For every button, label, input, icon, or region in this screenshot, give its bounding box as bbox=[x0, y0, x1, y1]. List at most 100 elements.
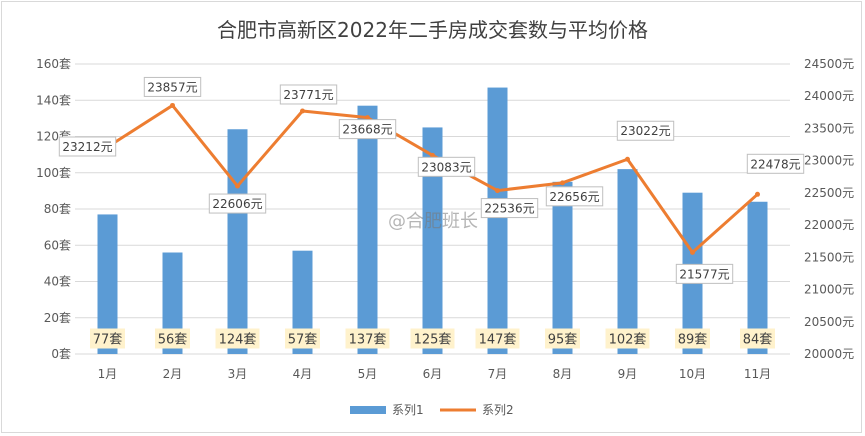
line-data-label: 23022元 bbox=[620, 124, 670, 138]
x-tick-label: 7月 bbox=[488, 367, 508, 381]
bar-label-bg bbox=[740, 328, 775, 349]
line-label-box bbox=[208, 193, 267, 214]
legend-label: 系列1 bbox=[392, 403, 424, 417]
line-data-label: 23212元 bbox=[62, 140, 112, 154]
bar-data-label: 147套 bbox=[479, 332, 517, 348]
line-data-label: 22478元 bbox=[750, 157, 800, 171]
watermark-text: @合肥班长 bbox=[388, 211, 478, 232]
x-tick-label: 6月 bbox=[423, 367, 443, 381]
bar-label-bg bbox=[675, 328, 710, 349]
bar bbox=[487, 87, 508, 354]
legend-swatch-bar bbox=[350, 406, 386, 414]
right-tick-label: 23500元 bbox=[804, 121, 854, 135]
legend-label: 系列2 bbox=[482, 403, 514, 417]
bar bbox=[227, 129, 248, 354]
bar-label-bg bbox=[605, 328, 650, 349]
line-label-box bbox=[616, 120, 675, 141]
right-tick-label: 21500元 bbox=[804, 250, 854, 264]
line-data-label: 23771元 bbox=[283, 88, 333, 102]
bar-label-bg bbox=[90, 328, 125, 349]
right-tick-label: 22500元 bbox=[804, 186, 854, 200]
line-data-label: 23083元 bbox=[421, 160, 471, 174]
line-label-box bbox=[480, 198, 539, 219]
right-axis: 20000元 20500元 21000元 21500元 22000元 22500元 2300… bbox=[804, 57, 854, 361]
right-tick-label: 24000元 bbox=[804, 89, 854, 103]
bar bbox=[292, 250, 313, 354]
x-tick-label: 11月 bbox=[744, 367, 771, 381]
line-point bbox=[495, 188, 500, 194]
bar-data-label: 57套 bbox=[288, 332, 318, 348]
line-point bbox=[235, 183, 240, 189]
bar bbox=[552, 181, 573, 354]
line-point bbox=[560, 180, 565, 186]
line-data-label: 22536元 bbox=[484, 202, 534, 216]
bar bbox=[617, 169, 638, 354]
right-tick-label: 20000元 bbox=[804, 347, 854, 361]
left-tick-label: 60套 bbox=[44, 238, 71, 252]
x-axis: 1月 2月 3月 4月 5月 6月 7月 8月 9月 10月 11月 bbox=[98, 367, 771, 381]
left-tick-label: 140套 bbox=[36, 93, 71, 107]
right-tick-label: 20500元 bbox=[804, 315, 854, 329]
bar bbox=[97, 214, 118, 354]
line-data-label: 22606元 bbox=[212, 197, 262, 211]
bar bbox=[747, 201, 768, 354]
bar-data-label: 137套 bbox=[349, 332, 387, 348]
line-data-label: 23857元 bbox=[147, 80, 197, 94]
line-data-label: 23668元 bbox=[342, 123, 392, 137]
line-series bbox=[105, 102, 760, 255]
line-label-box bbox=[143, 76, 202, 97]
line-label-box bbox=[338, 119, 397, 140]
right-tick-label: 21000元 bbox=[804, 283, 854, 297]
left-tick-label: 80套 bbox=[44, 202, 71, 216]
line-label-box bbox=[675, 263, 734, 284]
bar-data-label: 84套 bbox=[743, 332, 773, 348]
x-tick-label: 1月 bbox=[98, 367, 118, 381]
legend: 系列1 系列2 bbox=[350, 403, 514, 417]
left-tick-label: 20套 bbox=[44, 311, 71, 325]
line-point bbox=[755, 191, 760, 197]
x-tick-label: 3月 bbox=[228, 367, 248, 381]
bar-label-bg bbox=[545, 328, 580, 349]
bar-label-bg bbox=[410, 328, 455, 349]
x-tick-label: 8月 bbox=[553, 367, 573, 381]
bar bbox=[422, 127, 443, 354]
right-tick-label: 24500元 bbox=[804, 57, 854, 71]
bar-label-bg bbox=[285, 328, 320, 349]
left-tick-label: 100套 bbox=[36, 166, 71, 180]
line-point bbox=[170, 102, 175, 108]
x-tick-label: 5月 bbox=[358, 367, 378, 381]
right-tick-label: 23000元 bbox=[804, 154, 854, 168]
left-tick-label: 40套 bbox=[44, 275, 71, 289]
bar-label-bg bbox=[215, 328, 260, 349]
line-label-box bbox=[417, 156, 476, 177]
line-point bbox=[690, 249, 695, 255]
line-label-box bbox=[545, 186, 604, 207]
bar-data-label: 77套 bbox=[93, 332, 123, 348]
line-label-box bbox=[58, 136, 117, 157]
bar-label-bg bbox=[345, 328, 390, 349]
bar-data-label: 89套 bbox=[678, 332, 708, 348]
line-label-box bbox=[279, 84, 338, 105]
bar-data-label: 102套 bbox=[609, 332, 647, 348]
bar-data-labels: 77套 56套 124套 57套 137套 125套 147套 95套 102套 89套 84套 bbox=[90, 328, 775, 349]
x-tick-label: 4月 bbox=[293, 367, 313, 381]
left-tick-label: 160套 bbox=[36, 57, 71, 71]
bar-data-label: 125套 bbox=[414, 332, 452, 348]
chart-title: 合肥市高新区2022年二手房成交套数与平均价格 bbox=[217, 18, 648, 42]
x-tick-label: 2月 bbox=[163, 367, 183, 381]
bar-label-bg bbox=[475, 328, 520, 349]
bar-data-label: 95套 bbox=[548, 332, 578, 348]
line-data-label: 21577元 bbox=[679, 267, 729, 281]
line-point bbox=[625, 156, 630, 162]
x-tick-label: 10月 bbox=[679, 367, 706, 381]
bar bbox=[357, 105, 378, 354]
line-data-labels: 23212元 23857元 22606元 23771元 23668元 23083元 2253… bbox=[58, 76, 805, 284]
bar-data-label: 124套 bbox=[219, 332, 257, 348]
bar-data-label: 56套 bbox=[158, 332, 188, 348]
left-tick-label: 0套 bbox=[51, 347, 71, 361]
bar-label-bg bbox=[155, 328, 190, 349]
line-point bbox=[430, 152, 435, 158]
